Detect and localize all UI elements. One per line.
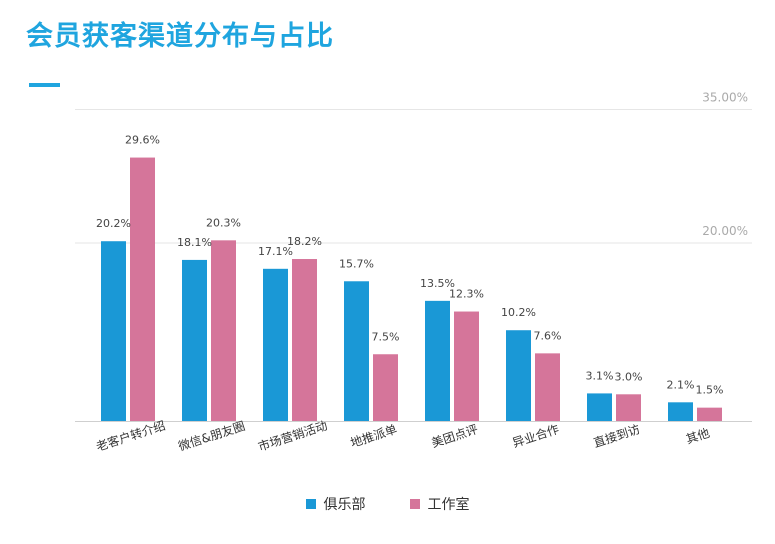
grid-layer: 20.00% 35.00% bbox=[75, 91, 752, 244]
data-label-s2-4: 12.3% bbox=[449, 288, 484, 301]
bar-s1-0 bbox=[101, 241, 126, 421]
legend-swatch-series-1 bbox=[305, 499, 316, 509]
bar-s2-6 bbox=[616, 394, 641, 421]
bars-layer bbox=[101, 157, 722, 421]
title-underline bbox=[29, 83, 60, 87]
bar-s2-1 bbox=[211, 240, 236, 421]
labels-layer: 20.2% 29.6% 18.1% 20.3% 17.1%18.2% 15.7% 7.5% 1… bbox=[96, 134, 723, 397]
bar-s2-3 bbox=[373, 354, 398, 421]
category-labels: 老客户转介绍 微信&朋友圈 市场营销活动 地推派单 美团点评 异业合作 直接到访 其他 bbox=[94, 417, 711, 454]
category-label-6: 直接到访 bbox=[591, 421, 641, 450]
data-label-s2-2: 18.2% bbox=[287, 235, 322, 248]
category-label-3: 地推派单 bbox=[349, 422, 399, 450]
bar-s1-5 bbox=[506, 330, 531, 421]
legend: 俱乐部 工作室 bbox=[0, 494, 775, 514]
bar-s1-7 bbox=[668, 402, 693, 421]
legend-swatch-series-2 bbox=[409, 499, 420, 509]
data-label-s1-3: 15.7% bbox=[339, 257, 374, 270]
data-label-s1-1: 18.1% bbox=[177, 236, 212, 249]
data-label-s1-4: 13.5% bbox=[420, 277, 455, 290]
data-label-s1-6: 3.1% bbox=[586, 369, 614, 382]
bar-s1-1 bbox=[182, 259, 207, 421]
category-label-4: 美团点评 bbox=[430, 422, 480, 450]
data-label-s2-0: 29.6% bbox=[125, 134, 160, 147]
legend-label-series-2: 工作室 bbox=[427, 497, 470, 513]
category-label-0: 老客户转介绍 bbox=[94, 417, 167, 454]
bar-s2-2 bbox=[292, 259, 317, 421]
bar-s2-5 bbox=[535, 353, 560, 421]
data-label-s2-5: 7.6% bbox=[534, 329, 562, 342]
bar-s2-4 bbox=[454, 311, 479, 421]
data-label-s2-3: 7.5% bbox=[372, 330, 400, 343]
data-label-s1-5: 10.2% bbox=[501, 306, 536, 319]
bar-s1-2 bbox=[263, 268, 288, 421]
data-label-s1-7: 2.1% bbox=[667, 378, 695, 391]
category-label-7: 其他 bbox=[684, 426, 711, 447]
data-label-s1-2: 17.1% bbox=[258, 245, 293, 258]
bar-s1-3 bbox=[344, 281, 369, 421]
data-label-s2-7: 1.5% bbox=[696, 384, 724, 397]
data-label-s2-6: 3.0% bbox=[615, 370, 643, 383]
legend-label-series-1: 俱乐部 bbox=[323, 497, 366, 513]
bar-s2-7 bbox=[697, 407, 722, 421]
data-label-s2-1: 20.3% bbox=[206, 216, 241, 229]
chart-title: 会员获客渠道分布与占比 bbox=[26, 21, 334, 52]
bar-s1-4 bbox=[425, 300, 450, 421]
legend-item-series-1: 俱乐部 bbox=[305, 494, 366, 514]
y-tick-label-1: 35.00% bbox=[702, 91, 748, 105]
bar-s1-6 bbox=[587, 393, 612, 421]
category-label-2: 市场营销活动 bbox=[256, 417, 329, 454]
y-tick-label-0: 20.00% bbox=[702, 224, 748, 238]
data-label-s1-0: 20.2% bbox=[96, 217, 131, 230]
category-label-1: 微信&朋友圈 bbox=[177, 419, 247, 454]
category-label-5: 异业合作 bbox=[510, 421, 560, 450]
legend-item-series-2: 工作室 bbox=[409, 494, 470, 514]
bar-s2-0 bbox=[130, 157, 155, 421]
